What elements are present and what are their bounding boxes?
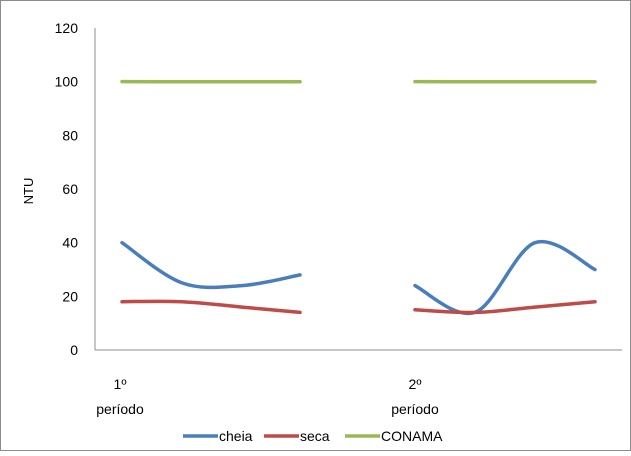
legend: cheia seca CONAMA <box>183 428 443 444</box>
legend-label-cheia: cheia <box>219 428 253 444</box>
legend-label-conama: CONAMA <box>381 428 443 444</box>
y-tick-label: 20 <box>62 288 78 304</box>
legend-label-seca: seca <box>300 428 330 444</box>
y-tick-label: 100 <box>55 74 79 90</box>
y-tick-label: 60 <box>62 181 78 197</box>
x-tick-label-line2: período <box>96 401 144 417</box>
x-tick-label-line1: 2º <box>409 376 422 392</box>
y-tick-label: 40 <box>62 235 78 251</box>
y-tick-label: 0 <box>70 342 78 358</box>
x-tick-label-line1: 1º <box>114 376 127 392</box>
y-tick-label: 120 <box>55 20 79 36</box>
y-tick-label: 80 <box>62 127 78 143</box>
x-tick-label-line2: período <box>391 401 439 417</box>
y-axis-title: NTU <box>21 178 36 205</box>
